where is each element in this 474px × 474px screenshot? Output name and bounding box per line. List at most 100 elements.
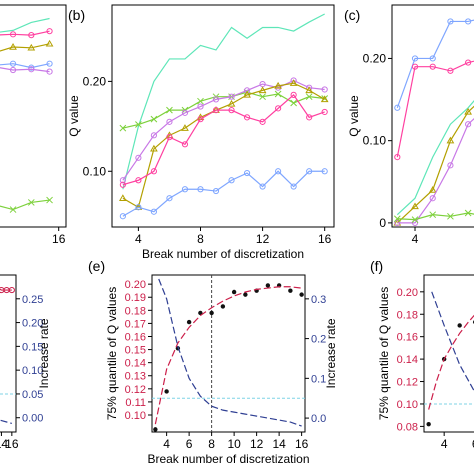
data-point [197, 103, 204, 110]
data-point [212, 187, 220, 195]
y-tick-label: 0.18 [125, 305, 146, 317]
data-point [306, 168, 313, 175]
data-point [321, 86, 328, 93]
data-point [8, 286, 15, 294]
data-point [465, 59, 472, 66]
data-point [258, 86, 267, 94]
data-point [429, 63, 436, 70]
data-point [305, 93, 313, 101]
data-point [181, 124, 189, 131]
data-point [220, 304, 226, 309]
y-tick-label: 0.16 [125, 331, 146, 343]
data-point [166, 118, 173, 125]
panel-label: (f) [370, 258, 383, 274]
y-tick-label: 0.11 [125, 397, 146, 409]
y2-tick-label: 0.00 [22, 413, 43, 425]
series-markers-0 [9, 28, 53, 39]
y-tick-label: 0.15 [125, 345, 146, 357]
data-point [181, 186, 189, 193]
data-point [446, 136, 455, 144]
x-tick-label: 8 [197, 232, 204, 246]
series-line-1 [396, 60, 474, 158]
series-markers-2 [9, 39, 54, 51]
series-markers-0 [426, 320, 474, 427]
data-point [166, 195, 173, 202]
data-point [9, 31, 17, 38]
data-point [212, 96, 220, 103]
data-point [465, 18, 472, 25]
series-line-5 [397, 212, 474, 221]
data-point [411, 63, 419, 70]
x-tick-label: 14 [272, 437, 286, 451]
data-point [150, 208, 158, 215]
y-axis-label: Q value [347, 95, 361, 137]
y-tick-label: 0.14 [397, 354, 418, 366]
series-line-1 [428, 314, 474, 410]
chart-panel-f: 4 6 0.08 0.10 0.12 0.14 0.16 0.18 0.20 75% quanti… [377, 274, 474, 451]
data-point [289, 79, 298, 86]
y-tick-label: 0.20 [397, 287, 418, 299]
data-point [243, 292, 248, 297]
x-tick-label: 4 [163, 437, 170, 451]
series-markers-1 [394, 59, 472, 161]
series-markers-4 [9, 66, 53, 75]
series-line-1 [0, 419, 12, 425]
y2-tick-label: 0.1 [311, 373, 326, 385]
data-point [181, 141, 189, 148]
data-point [9, 60, 17, 67]
y2-axis-label: Increase rate [37, 318, 51, 388]
y-axis-label: 75% quantile of Q values [377, 287, 391, 420]
data-point [150, 132, 158, 139]
data-point [429, 55, 436, 62]
series-line-2 [158, 278, 302, 427]
panel-label: (b) [68, 7, 85, 23]
data-point [119, 177, 126, 184]
y-tick-label: 0.16 [397, 332, 418, 344]
plot-frame [151, 274, 306, 433]
y-tick-label: 0.18 [397, 309, 418, 321]
chart-panel-a: 16 [0, 4, 67, 246]
y2-tick-label: 0.05 [22, 389, 43, 401]
data-point [243, 169, 251, 177]
series-line-3 [0, 63, 50, 69]
data-point [197, 116, 204, 123]
data-point [228, 93, 235, 100]
x-axis-label: Break number of discretization [147, 452, 309, 466]
y-tick-label: 0.13 [125, 371, 146, 383]
data-point [275, 168, 282, 175]
x-tick-label: 6 [472, 437, 474, 451]
data-point [119, 213, 126, 220]
data-point [150, 144, 158, 152]
y2-tick-label: 0.2 [311, 334, 326, 346]
data-point [429, 211, 437, 219]
series-line-5 [0, 199, 50, 211]
data-point [150, 115, 158, 123]
series-line-0 [396, 19, 474, 108]
data-point [46, 68, 53, 75]
y2-axis-label: Increase rate [324, 318, 338, 388]
data-point [320, 95, 329, 103]
data-point [28, 32, 35, 39]
series-line-2 [0, 43, 50, 52]
y-axis-label: Q value [67, 95, 81, 137]
data-point [321, 108, 328, 116]
y-tick-label: 0.17 [125, 318, 146, 330]
series-line-1 [122, 91, 325, 129]
series-line-0 [122, 13, 325, 190]
plot-frame [0, 274, 17, 433]
series-line-2 [431, 291, 474, 392]
y-tick-label: 0.20 [363, 51, 387, 65]
data-point [464, 209, 472, 217]
x-tick-label: 14 [0, 437, 8, 451]
y-tick-label: 0 [379, 216, 386, 230]
series-markers-5 [119, 168, 328, 220]
x-tick-label: 16 [52, 232, 66, 246]
series-markers-2 [119, 77, 328, 184]
series-line-3 [122, 82, 325, 209]
data-point [447, 18, 454, 25]
y2-tick-label: 0.10 [22, 365, 43, 377]
data-point [428, 185, 437, 193]
series-line-2 [396, 100, 474, 216]
y-tick-label: 0.19 [125, 292, 146, 304]
